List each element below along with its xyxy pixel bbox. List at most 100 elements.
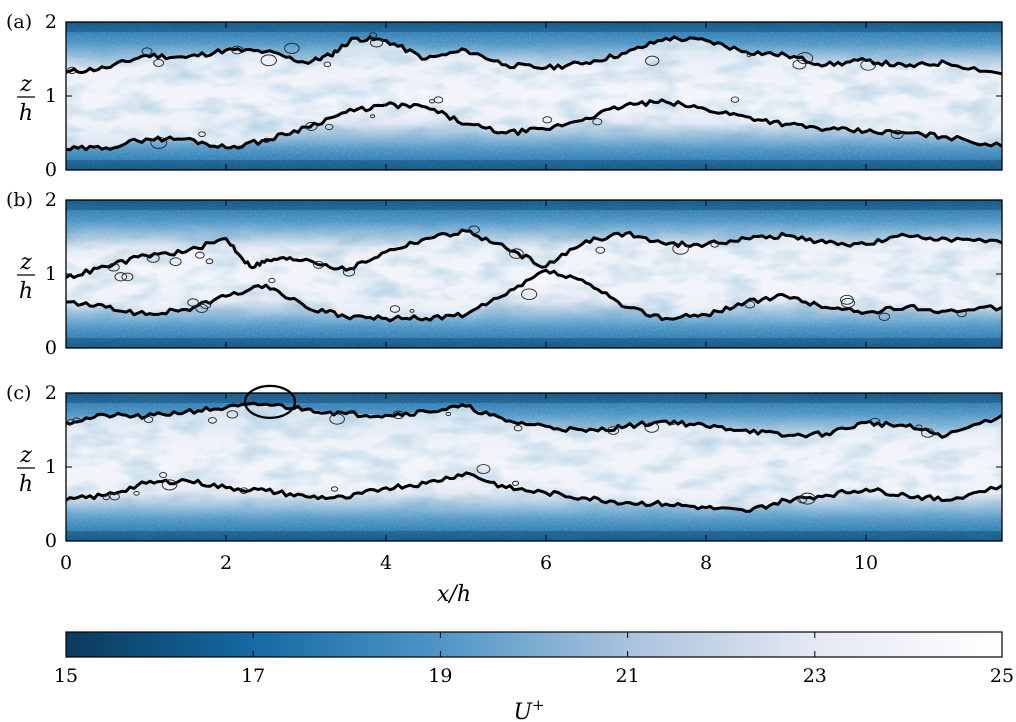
contour-island bbox=[146, 253, 160, 263]
contour-island bbox=[799, 492, 816, 505]
x-tick-label: 10 bbox=[854, 552, 878, 574]
contour-island bbox=[509, 248, 524, 259]
contour-island bbox=[226, 410, 239, 419]
contour-island bbox=[66, 419, 75, 426]
contour-island bbox=[109, 492, 120, 501]
x-axis-label: x/h bbox=[437, 582, 471, 607]
contour-island bbox=[869, 417, 881, 426]
x-tick-label: 4 bbox=[380, 552, 392, 574]
interface-upper bbox=[66, 228, 1002, 280]
contour-island bbox=[284, 42, 300, 54]
contour-island bbox=[169, 257, 182, 267]
contour-island bbox=[796, 52, 814, 65]
panel-label: (c) bbox=[6, 382, 31, 404]
y-tick-label: 2 bbox=[45, 189, 57, 211]
interface-lower bbox=[66, 98, 1002, 152]
contour-island bbox=[67, 66, 78, 74]
contour-island bbox=[198, 131, 206, 137]
contour-island bbox=[143, 416, 154, 423]
contour-island bbox=[324, 123, 334, 131]
contour-island bbox=[121, 272, 134, 282]
colorbar-tick-label: 17 bbox=[241, 665, 265, 687]
contour-island bbox=[513, 424, 523, 432]
contour-island bbox=[305, 121, 318, 131]
contour-island bbox=[409, 308, 415, 313]
velocity-field bbox=[66, 200, 1002, 348]
contour-island bbox=[369, 32, 378, 39]
contour-island bbox=[392, 410, 405, 420]
contour-island bbox=[313, 260, 325, 269]
y-axis-label-num: z bbox=[19, 72, 32, 97]
contour-island bbox=[114, 272, 128, 282]
contour-island bbox=[744, 300, 756, 309]
colorbar: 15 17 19 21 23 25 U+ bbox=[54, 631, 1014, 722]
contour-island bbox=[262, 137, 270, 143]
x-tick-label: 6 bbox=[540, 552, 552, 574]
colorbar-tick-label: 19 bbox=[428, 665, 452, 687]
contour-island bbox=[890, 129, 904, 140]
contour-island bbox=[107, 262, 120, 272]
x-tick-label: 8 bbox=[700, 552, 712, 574]
contour-island bbox=[239, 487, 249, 494]
contour-island bbox=[187, 298, 199, 307]
contour-island bbox=[153, 59, 165, 67]
contour-island bbox=[205, 258, 214, 265]
contour-island bbox=[370, 114, 376, 119]
y-tick-label: 1 bbox=[45, 263, 57, 285]
contour-island bbox=[389, 305, 401, 313]
contour-island bbox=[730, 96, 740, 103]
contour-island bbox=[512, 480, 520, 486]
contour-island bbox=[746, 53, 752, 58]
contour-island bbox=[200, 300, 212, 309]
contour-island bbox=[195, 303, 209, 313]
panel-b: 0 1 2 (b) zh bbox=[6, 189, 1003, 359]
contour-island bbox=[645, 55, 660, 66]
contour-island bbox=[542, 116, 553, 124]
contour-island bbox=[141, 47, 153, 56]
y-axis-label-num: z bbox=[19, 250, 32, 275]
contour-island bbox=[159, 472, 168, 478]
panel-c: 0 1 2 (c) zh bbox=[6, 382, 1003, 552]
contour-island bbox=[72, 417, 81, 424]
contour-island bbox=[429, 99, 435, 104]
annotation-ellipse bbox=[243, 384, 297, 419]
interface-lower bbox=[66, 471, 1002, 513]
contour-island bbox=[878, 312, 891, 321]
velocity-field bbox=[66, 393, 1002, 541]
contour-island bbox=[607, 426, 620, 435]
contour-island bbox=[915, 424, 923, 430]
contour-island bbox=[231, 45, 244, 55]
colorbar-tick-label: 23 bbox=[803, 665, 827, 687]
interface-lower bbox=[66, 268, 1002, 323]
contour-island bbox=[595, 246, 606, 254]
panel-a: 0 1 2 (a) zh bbox=[6, 11, 1003, 181]
interface-upper bbox=[66, 35, 1002, 76]
y-axis-label-num: z bbox=[19, 443, 32, 468]
y-axis-label-den: h bbox=[19, 472, 33, 497]
contour-island bbox=[370, 37, 384, 48]
x-tick-label: 2 bbox=[220, 552, 232, 574]
y-axis-label-den: h bbox=[19, 279, 33, 304]
y-tick-label: 0 bbox=[45, 337, 57, 359]
contour-island bbox=[644, 422, 660, 433]
contour-island bbox=[161, 479, 178, 491]
velocity-field bbox=[66, 22, 1002, 170]
contour-island bbox=[710, 241, 720, 248]
colorbar-label: U+ bbox=[513, 696, 544, 722]
y-tick-label: 2 bbox=[45, 11, 57, 33]
x-tick-label: 0 bbox=[60, 552, 72, 574]
contour-island bbox=[792, 59, 807, 70]
colorbar-tick-label: 21 bbox=[616, 665, 640, 687]
y-tick-label: 2 bbox=[45, 382, 57, 404]
contour-island bbox=[195, 251, 205, 259]
panel-label: (a) bbox=[6, 11, 32, 33]
contour-island bbox=[860, 59, 877, 71]
colorbar-tick-label: 15 bbox=[54, 665, 78, 687]
contour-island bbox=[323, 61, 332, 68]
contour-island bbox=[672, 242, 689, 255]
contour-island bbox=[102, 494, 110, 501]
colorbar-tick-label: 25 bbox=[990, 665, 1014, 687]
contour-island bbox=[921, 428, 935, 438]
contour-island bbox=[133, 490, 140, 496]
